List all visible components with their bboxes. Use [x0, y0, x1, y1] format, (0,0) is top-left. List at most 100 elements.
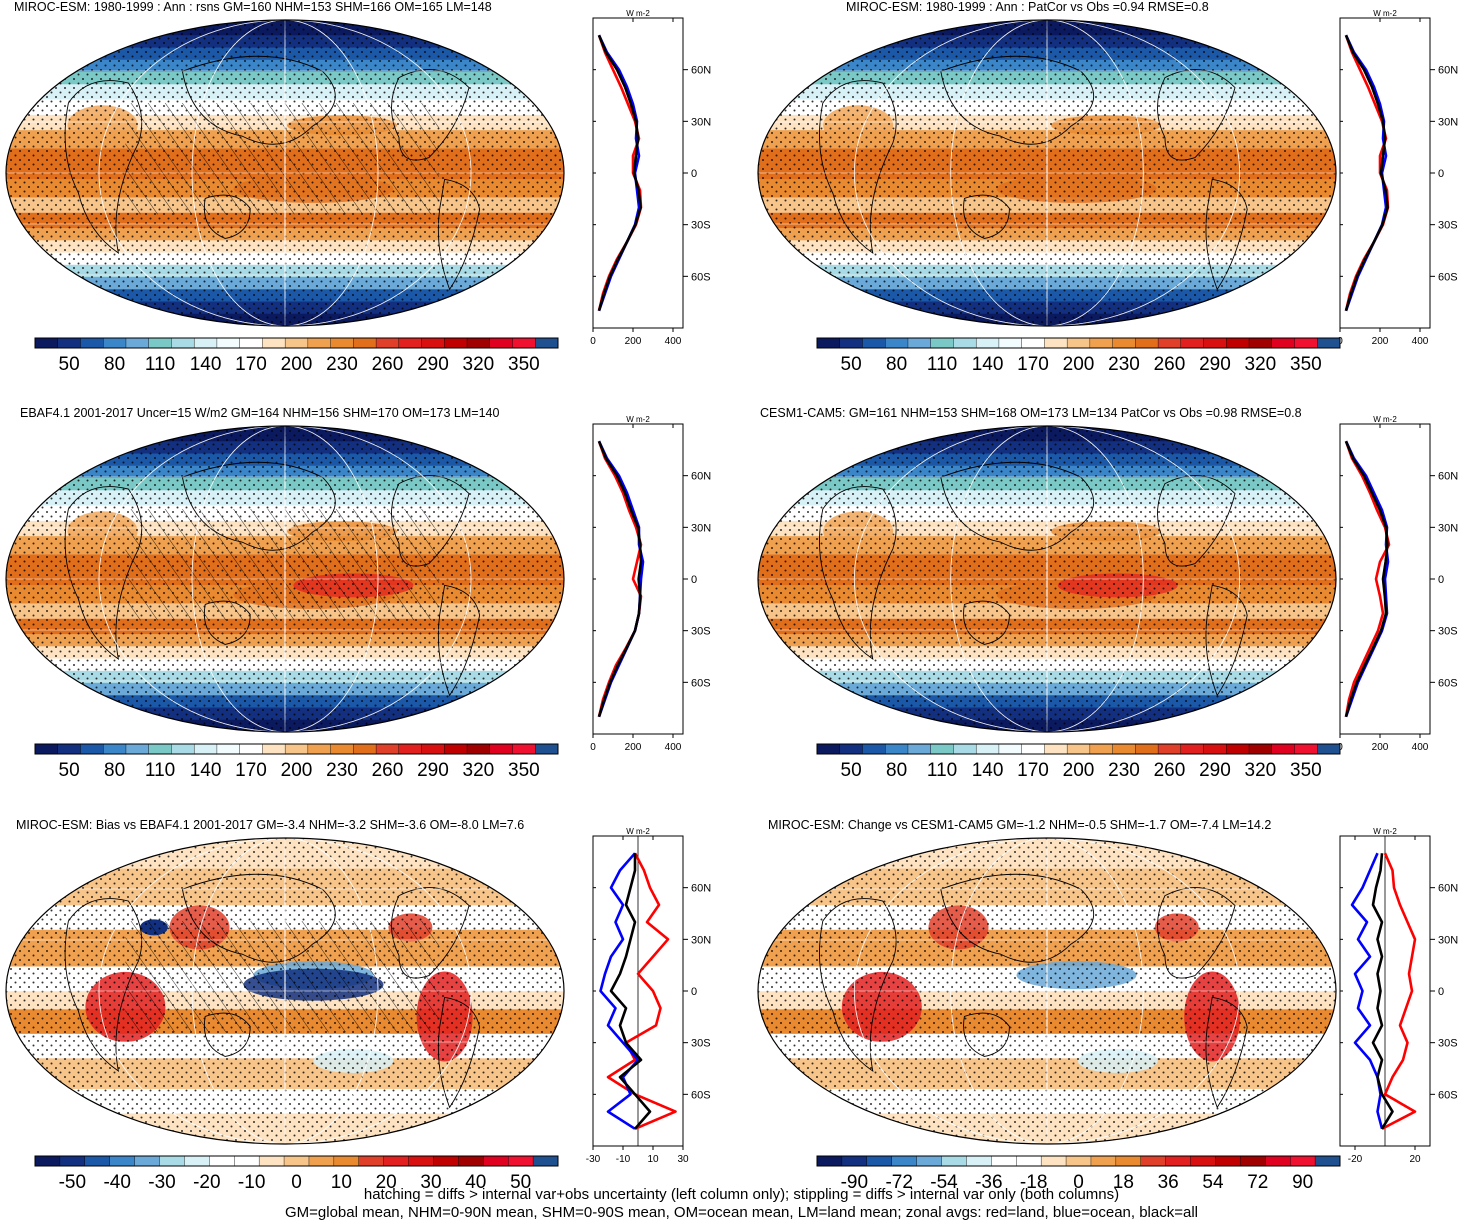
x-tick-label: 400: [665, 742, 682, 753]
y-tick-label: 0: [1438, 574, 1444, 586]
colorbar-tick-label: 200: [1063, 354, 1095, 375]
y-tick-label: 30N: [691, 116, 711, 128]
colorbar-tick-label: 350: [508, 760, 540, 781]
colorbar-tick-label: -20: [193, 1172, 220, 1193]
x-tick-label: -20: [1348, 1154, 1363, 1165]
panel-title: MIROC-ESM: Change vs CESM1-CAM5 GM=-1.2 …: [768, 818, 1272, 832]
y-tick-label: 60S: [1438, 271, 1458, 283]
colorbar-tick-label: 230: [326, 354, 358, 375]
colorbar-tick-label: 20: [376, 1172, 397, 1193]
colorbar-tick-label: -30: [148, 1172, 175, 1193]
colorbar-tick-label: 320: [1245, 354, 1277, 375]
colorbar-tick-label: 290: [1199, 760, 1231, 781]
colorbar-tick-label: 110: [145, 354, 175, 375]
colorbar-tick-label: 80: [104, 760, 125, 781]
colorbar-tick-label: 50: [841, 760, 862, 781]
y-tick-label: 30N: [1438, 116, 1458, 128]
panel-title: EBAF4.1 2001-2017 Uncer=15 W/m2 GM=164 N…: [20, 406, 500, 420]
colorbar-tick-label: 140: [190, 760, 222, 781]
colorbar: 50 80 110 140 170 200 230 260 290 320 350: [34, 337, 559, 375]
colorbar-tick-label: 290: [417, 354, 449, 375]
colorbar-tick-label: 200: [1063, 760, 1095, 781]
colorbar: 50 80 110 140 170 200 230 260 290 320 350: [816, 743, 1341, 781]
y-tick-label: 30N: [691, 934, 711, 946]
colorbar-tick-label: 90: [1292, 1172, 1313, 1193]
panel-miroc-abs: MIROC-ESM: 1980-1999 : Ann : rsns GM=160…: [0, 0, 740, 405]
y-tick-label: 60N: [1438, 883, 1458, 895]
colorbar-tick-label: -10: [238, 1172, 265, 1193]
series-all-line: [1344, 440, 1389, 718]
colorbar-tick-label: 170: [1017, 760, 1049, 781]
colorbar-tick-label: 350: [508, 354, 540, 375]
colorbar-tick-label: 140: [972, 760, 1004, 781]
colorbar-tick-label: 50: [59, 760, 80, 781]
colorbar-tick-label: 18: [1113, 1172, 1134, 1193]
colorbar-tick-label: 260: [372, 760, 404, 781]
panel-title: CESM1-CAM5: GM=161 NHM=153 SHM=168 OM=17…: [760, 406, 1302, 420]
x-tick-label: 400: [1412, 336, 1429, 347]
colorbar-tick-label: 320: [1245, 760, 1277, 781]
colorbar-tick-label: 230: [326, 760, 358, 781]
panel-title: MIROC-ESM: Bias vs EBAF4.1 2001-2017 GM=…: [16, 818, 525, 832]
colorbar-tick-label: 260: [372, 354, 404, 375]
y-tick-label: 0: [1438, 986, 1444, 998]
colorbar-tick-label: 0: [1073, 1172, 1084, 1193]
world-map: [5, 837, 565, 1145]
colorbar-tick-label: 80: [886, 354, 907, 375]
units-label: W m-2: [626, 415, 650, 424]
colorbar-tick-label: 290: [417, 760, 449, 781]
colorbar-tick-label: -72: [885, 1172, 912, 1193]
x-tick-label: 200: [1372, 336, 1389, 347]
world-map: [757, 425, 1337, 733]
series-all-line: [609, 853, 652, 1130]
colorbar: -50 -40 -30 -20 -10 0 10 20 30 40 50: [34, 1155, 559, 1193]
panel-miroc-bias: MIROC-ESM: Bias vs EBAF4.1 2001-2017 GM=…: [0, 818, 740, 1223]
world-map: [5, 425, 565, 733]
colorbar-tick-label: -54: [930, 1172, 958, 1193]
x-tick-label: 200: [625, 336, 642, 347]
y-tick-label: 60N: [691, 471, 711, 483]
colorbar-tick-label: 260: [1154, 354, 1186, 375]
y-tick-label: 60S: [1438, 1089, 1458, 1101]
series-all-line: [1344, 34, 1389, 312]
colorbar-tick-label: 50: [59, 354, 80, 375]
colorbar-tick-label: 290: [1199, 354, 1231, 375]
x-tick-label: -30: [586, 1154, 601, 1165]
world-map: [757, 19, 1337, 327]
colorbar-tick-label: 140: [972, 354, 1004, 375]
series-land-line: [1381, 852, 1417, 1130]
colorbar-tick-label: 350: [1290, 760, 1322, 781]
y-tick-label: 60N: [691, 65, 711, 77]
colorbar-tick-label: 40: [465, 1172, 486, 1193]
colorbar: 50 80 110 140 170 200 230 260 290 320 350: [34, 743, 559, 781]
colorbar-tick-label: 320: [463, 760, 495, 781]
panel-ebaf-obs: EBAF4.1 2001-2017 Uncer=15 W/m2 GM=164 N…: [0, 406, 740, 811]
panel-title: MIROC-ESM: 1980-1999 : Ann : rsns GM=160…: [14, 0, 492, 14]
y-tick-label: 30S: [1438, 626, 1458, 638]
panel-miroc-change: MIROC-ESM: Change vs CESM1-CAM5 GM=-1.2 …: [742, 818, 1482, 1223]
series-land-line: [1344, 440, 1391, 718]
colorbar-tick-label: 200: [281, 354, 313, 375]
colorbar: 50 80 110 140 170 200 230 260 290 320 350: [816, 337, 1341, 375]
series-all-line: [597, 440, 643, 718]
y-tick-label: 60N: [1438, 471, 1458, 483]
footer-note-1: hatching = diffs > internal var+obs unce…: [363, 1186, 1120, 1203]
y-tick-label: 60S: [691, 1089, 711, 1101]
colorbar-tick-label: 72: [1247, 1172, 1268, 1193]
colorbar: -90 -72 -54 -36 -18 0 18 36 54 72 90: [816, 1155, 1341, 1193]
colorbar-tick-label: 170: [235, 354, 267, 375]
units-label: W m-2: [1373, 415, 1397, 424]
y-tick-label: 30S: [1438, 1038, 1458, 1050]
colorbar-tick-label: 260: [1154, 760, 1186, 781]
y-tick-label: 60S: [1438, 677, 1458, 689]
y-tick-label: 0: [691, 168, 697, 180]
colorbar-tick-label: -90: [841, 1172, 868, 1193]
colorbar-tick-label: 50: [841, 354, 862, 375]
y-tick-label: 0: [691, 986, 697, 998]
footer-note-2: GM=global mean, NHM=0-90N mean, SHM=0-90…: [284, 1204, 1198, 1221]
x-tick-label: -10: [616, 1154, 631, 1165]
